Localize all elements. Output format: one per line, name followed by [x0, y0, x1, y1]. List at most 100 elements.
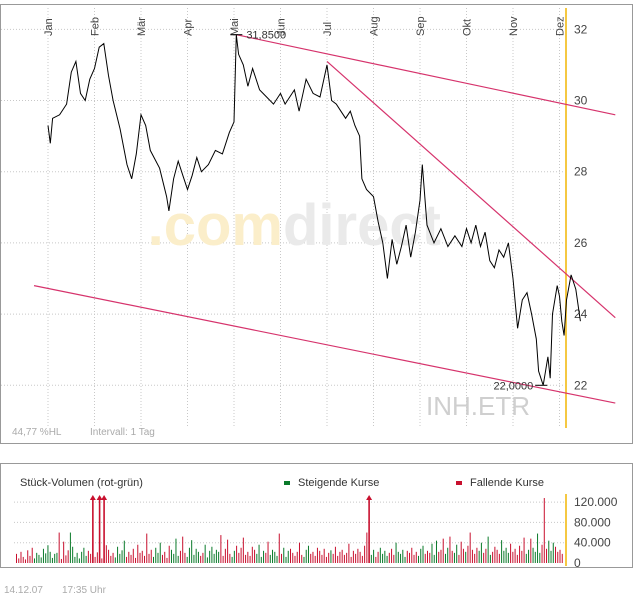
volume-bar: [379, 547, 381, 563]
volume-bar: [334, 546, 336, 563]
volume-bar: [29, 555, 31, 563]
volume-bar: [114, 557, 116, 563]
volume-bar: [427, 550, 428, 563]
volume-bar: [173, 553, 175, 563]
volume-bar: [193, 554, 195, 563]
volume-bar: [18, 558, 20, 563]
volume-bar: [460, 541, 462, 563]
volume-bar: [314, 555, 316, 563]
volume-bar: [528, 549, 530, 563]
volume-bar: [516, 554, 518, 563]
volume-bar: [339, 551, 341, 563]
volume-bar: [209, 550, 211, 563]
volume-bar: [195, 548, 197, 563]
stat-range: 44,77 %HL: [12, 427, 62, 438]
volume-bar: [341, 549, 343, 563]
volume-bar: [483, 552, 485, 563]
volume-bar: [51, 557, 53, 563]
price-y-axis: 22 24 26 28 30 32: [574, 22, 588, 392]
volume-bar: [489, 554, 491, 563]
volume-bar: [112, 552, 114, 563]
volume-bar: [81, 551, 83, 563]
legend-up-label: Steigende Kurse: [298, 477, 379, 489]
volume-bar: [550, 550, 552, 563]
volume-bar: [67, 550, 69, 563]
volume-bar: [188, 547, 190, 563]
volume-bar: [361, 555, 363, 563]
volume-bar: [404, 556, 406, 563]
volume-bar: [74, 556, 76, 563]
volume-bar: [150, 549, 152, 563]
legend-down-label: Fallende Kurse: [470, 477, 544, 489]
volume-bar: [119, 553, 121, 563]
volume-bar: [126, 556, 128, 563]
volume-bar: [16, 553, 17, 563]
volume-bar: [254, 549, 256, 563]
volume-bar: [476, 547, 478, 563]
volume-bar: [494, 546, 496, 563]
volume-bar: [182, 536, 184, 563]
volume-bar: [87, 550, 89, 563]
volume-bar: [24, 559, 26, 563]
volume-bar: [453, 552, 455, 563]
volume-bar: [442, 538, 444, 563]
volume-bar: [534, 551, 536, 563]
price-tick-label: 32: [574, 22, 588, 36]
volume-panel: [0, 463, 633, 568]
volume-bar: [382, 553, 384, 563]
volume-bar: [139, 552, 141, 563]
volume-bar: [388, 552, 390, 563]
volume-bar: [485, 548, 487, 563]
volume-bar: [305, 549, 307, 563]
volume-bar: [274, 551, 276, 563]
volume-bar: [373, 549, 375, 563]
volume-bar: [325, 556, 327, 563]
volume-bar: [348, 543, 350, 563]
volume-bar: [283, 547, 285, 563]
volume-bar: [290, 548, 291, 563]
volume-bar: [301, 554, 303, 563]
volume-bar: [135, 557, 137, 563]
volume-bar: [33, 558, 35, 563]
volume-bar: [153, 556, 154, 563]
volume-bar: [530, 538, 532, 563]
month-tick-label: Jul: [322, 22, 334, 36]
volume-bar: [65, 555, 67, 563]
volume-bar: [110, 555, 112, 563]
volume-bar: [200, 555, 202, 563]
volume-bar: [233, 550, 235, 563]
volume-bar: [56, 552, 58, 563]
volume-bar: [310, 553, 312, 563]
month-tick-label: Mär: [136, 17, 148, 36]
volume-bar: [63, 541, 65, 563]
volume-bar: [186, 556, 188, 563]
footer-time: 17:35 Uhr: [62, 585, 107, 596]
volume-bar: [384, 550, 386, 563]
volume-bar: [94, 556, 96, 563]
volume-bar: [27, 550, 29, 563]
legend-down-swatch: [456, 481, 462, 485]
volume-bar: [170, 549, 172, 563]
volume-tick-label: 40.000: [574, 536, 611, 550]
volume-bar: [512, 551, 514, 563]
volume-y-axis: 0 40.000 80.000 120.000: [574, 495, 618, 570]
volume-bar: [220, 535, 222, 563]
volume-bar: [236, 545, 238, 563]
volume-bar: [191, 540, 193, 563]
volume-bar: [449, 536, 451, 563]
volume-tick-label: 80.000: [574, 515, 611, 529]
price-tick-label: 24: [574, 307, 588, 321]
volume-bar: [539, 552, 541, 563]
volume-bar: [294, 555, 296, 563]
volume-bar: [337, 555, 339, 563]
volume-bar: [218, 551, 220, 563]
volume-bar: [128, 551, 130, 563]
volume-bar: [278, 533, 280, 563]
volume-bar: [78, 558, 80, 563]
volume-bar: [272, 549, 274, 563]
volume-bar: [76, 552, 78, 563]
volume-bar: [276, 555, 278, 563]
volume-bar: [492, 551, 494, 563]
volume-bar: [471, 549, 473, 563]
volume-bar: [447, 547, 449, 563]
